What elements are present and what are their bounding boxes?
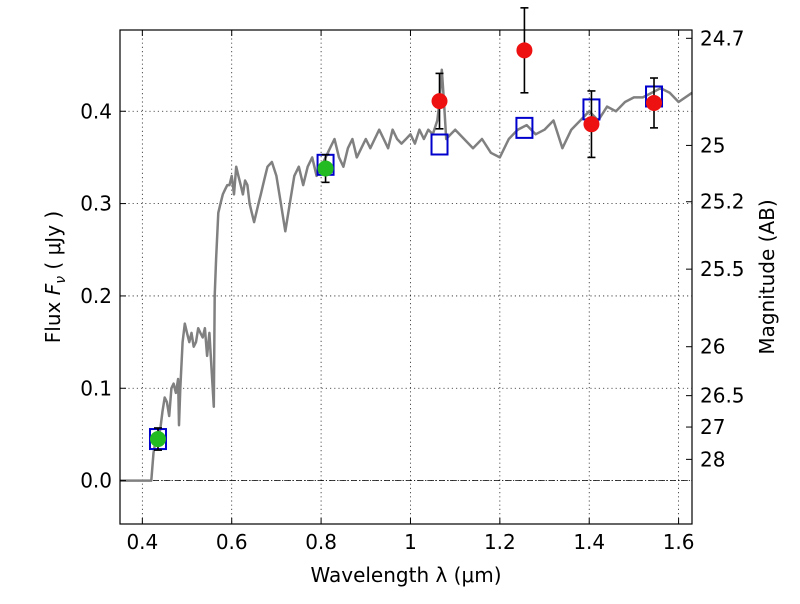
y2-tick-label: 26.5 [700, 384, 745, 408]
x-tick-label: 1.2 [484, 530, 516, 554]
photometry-point [149, 431, 166, 448]
grid-layer [120, 30, 692, 524]
x-tick-label: 1.6 [663, 530, 695, 554]
x-tick-label: 0.6 [216, 530, 248, 554]
y2-tick-label: 26 [700, 335, 725, 359]
x-tick-label: 1 [404, 530, 417, 554]
x-tick-label: 0.8 [305, 530, 337, 554]
y-tick-label: 0.0 [80, 469, 112, 493]
marker-layer [148, 7, 664, 451]
y2-axis-label: Magnitude (AB) [755, 199, 779, 354]
plot-frame [119, 29, 693, 525]
photometry-point [583, 116, 600, 133]
y2-tick-label: 24.7 [700, 26, 745, 50]
x-tick-label: 0.4 [126, 530, 158, 554]
y-tick-label: 0.4 [80, 99, 112, 123]
x-tick-label: 1.4 [573, 530, 605, 554]
model-photometry-square [430, 133, 449, 156]
photometry-point [431, 93, 448, 110]
photometry-point [516, 42, 533, 59]
line-layer [120, 68, 693, 482]
y2-tick-label: 25 [700, 133, 725, 157]
y-tick-label: 0.2 [80, 284, 112, 308]
y-tick-label: 0.1 [80, 376, 112, 400]
model-sed-line [120, 68, 693, 482]
y2-tick-label: 25.5 [700, 257, 745, 281]
y2-tick-label: 28 [700, 447, 725, 471]
y-tick-label: 0.3 [80, 192, 112, 216]
tick-layer: 0.4 0.6 0.8 1 1.2 1.4 1.6 0.0 0.1 0.2 0.3 0.4 24.7 25… [80, 26, 744, 554]
model-photometry-square [515, 116, 534, 139]
y2-tick-label: 25.2 [700, 190, 745, 214]
x-axis-label: Wavelength λ (μm) [310, 563, 501, 587]
photometry-point [646, 94, 663, 111]
y-axis-label: Flux Fν ( μJy ) [41, 211, 69, 343]
photometry-point [317, 160, 334, 177]
plot-background [120, 30, 692, 524]
y2-tick-label: 27 [700, 415, 725, 439]
